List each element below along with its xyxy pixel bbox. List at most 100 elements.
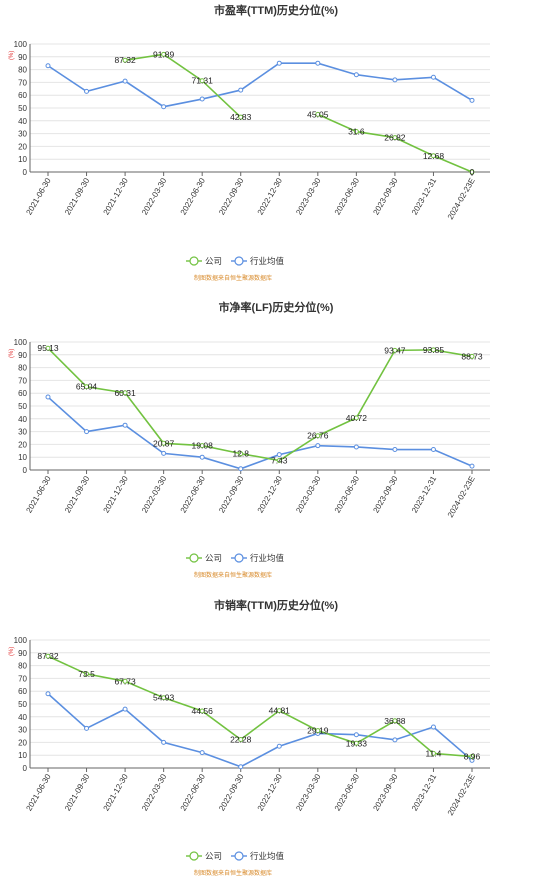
y-tick-label: 30 [18, 428, 27, 437]
data-point [45, 345, 51, 351]
data-label: 67.73 [114, 676, 136, 686]
data-point [276, 452, 282, 458]
x-tick-label: 2023-09-30 [371, 474, 400, 514]
y-tick-label: 80 [18, 66, 27, 75]
y-tick-label: 70 [18, 78, 27, 87]
data-point [199, 78, 205, 84]
data-point [469, 353, 475, 359]
x-tick-label: 2021-09-30 [63, 474, 92, 514]
data-label: 54.93 [153, 693, 175, 703]
legend-marker [189, 256, 199, 266]
data-point [84, 384, 90, 390]
data-point [469, 754, 475, 760]
chart-3: 市销率(TTM)历史分位(%) (%) 0 10 20 30 40 50 60 70 80 90 100… [9, 598, 490, 877]
x-tick-label: 2022-12-30 [256, 772, 285, 812]
x-tick-label: 2021-12-30 [102, 474, 131, 514]
data-point [315, 443, 321, 449]
x-tick-label: 2023-03-30 [294, 176, 323, 216]
x-tick-label: 2024-02-23E [446, 773, 477, 818]
data-point [199, 443, 205, 449]
data-label: 65.04 [76, 382, 98, 392]
x-tick-label: 2021-12-30 [102, 176, 131, 216]
data-point [392, 347, 398, 353]
data-point [199, 750, 205, 756]
x-tick-label: 2023-09-30 [371, 772, 400, 812]
y-tick-label: 0 [23, 168, 28, 177]
chart-1: 市盈率(TTM)历史分位(%) (%) 0 10 20 30 40 50 60 70 80 90 100… [9, 3, 490, 282]
data-point [45, 63, 51, 69]
data-point [122, 390, 128, 396]
data-point [430, 447, 436, 453]
data-label: 87.32 [37, 651, 59, 661]
x-tick-label: 2023-06-30 [333, 474, 362, 514]
x-tick-label: 2023-03-30 [294, 474, 323, 514]
data-point [199, 454, 205, 460]
series-line [47, 693, 473, 768]
x-tick-label: 2023-12-31 [410, 176, 439, 216]
legend: 公司 行业均值 [186, 851, 285, 861]
data-point [430, 347, 436, 353]
data-label: 36.88 [384, 716, 406, 726]
series-line [47, 62, 473, 108]
data-point [276, 60, 282, 66]
series-line [124, 53, 242, 118]
x-tick-label: 2022-03-30 [140, 772, 169, 812]
data-label: 88.73 [461, 351, 483, 361]
data-label: 19.08 [192, 441, 214, 451]
legend: 公司 行业均值 [186, 256, 285, 266]
y-tick-label: 80 [18, 364, 27, 373]
series-company: 95.13 65.04 60.31 20.87 19.08 12.8 7.43 26.76 40… [37, 343, 483, 465]
x-tick-label: 2021-06-30 [24, 772, 53, 812]
data-label: 44.81 [269, 706, 291, 716]
data-point [392, 135, 398, 141]
x-tick-label: 2022-09-30 [217, 772, 246, 812]
y-tick-label: 70 [18, 674, 27, 683]
x-tick-label: 2023-06-30 [333, 176, 362, 216]
x-tick-label: 2023-12-31 [410, 772, 439, 812]
data-point [122, 78, 128, 84]
x-tick-label: 2022-12-30 [256, 176, 285, 216]
x-tick-label: 2023-12-31 [410, 474, 439, 514]
y-tick-label: 100 [14, 40, 28, 49]
source-note: 制图数据来自恒生聚源数据库 [194, 869, 272, 877]
x-tick-label: 2022-06-30 [179, 474, 208, 514]
legend-marker [234, 256, 244, 266]
data-point [238, 114, 244, 120]
data-point [430, 153, 436, 159]
legend-label: 行业均值 [250, 553, 285, 563]
data-label: 12.8 [232, 449, 249, 459]
y-unit-label: (%) [9, 51, 15, 60]
data-point [238, 466, 244, 472]
y-unit-label: (%) [9, 349, 15, 358]
data-point [122, 706, 128, 712]
data-label: 93.85 [423, 345, 445, 355]
data-point [315, 60, 321, 66]
y-tick-label: 60 [18, 389, 27, 398]
legend-marker [234, 851, 244, 861]
y-tick-label: 10 [18, 751, 27, 760]
data-label: 29.19 [307, 726, 329, 736]
series-line [47, 347, 473, 462]
data-point [353, 444, 359, 450]
data-label: 19.33 [346, 738, 368, 748]
data-label: 95.13 [37, 343, 59, 353]
data-label: 11.4 [425, 748, 441, 758]
x-tick-label: 2021-12-30 [102, 772, 131, 812]
data-point [353, 129, 359, 135]
data-point [315, 433, 321, 439]
data-point [430, 74, 436, 80]
data-point [238, 736, 244, 742]
legend-label: 行业均值 [250, 256, 285, 266]
legend-marker [234, 553, 244, 563]
y-tick-label: 100 [14, 338, 28, 347]
data-point [276, 457, 282, 463]
data-point [45, 394, 51, 400]
data-point [199, 708, 205, 714]
y-tick-label: 30 [18, 726, 27, 735]
data-point [353, 732, 359, 738]
data-point [199, 96, 205, 102]
data-point [315, 728, 321, 734]
data-label: 71.31 [192, 76, 214, 86]
x-tick-label: 2021-09-30 [63, 176, 92, 216]
